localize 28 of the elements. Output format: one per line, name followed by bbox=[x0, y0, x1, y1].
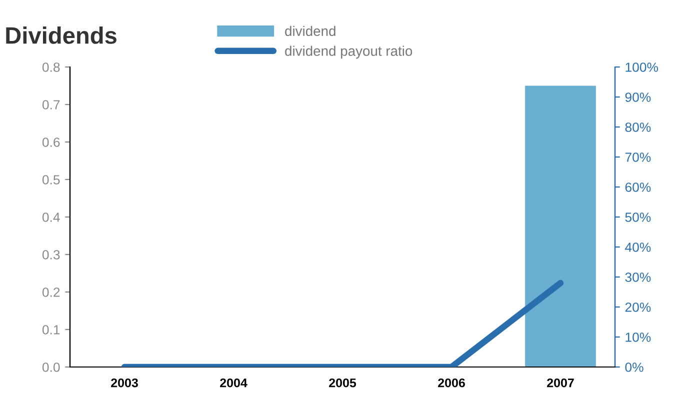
y2-tick-label: 10% bbox=[626, 332, 651, 342]
x-tick-label: 2005 bbox=[329, 378, 356, 388]
y2-tick-label: 30% bbox=[625, 272, 651, 282]
y2-tick-label: 0% bbox=[625, 362, 644, 372]
y-tick-label: 0.7 bbox=[42, 100, 60, 110]
y-tick-label: 0.6 bbox=[42, 138, 60, 147]
y-tick-label: 0.5 bbox=[42, 175, 60, 184]
y2-tick-label: 80% bbox=[625, 122, 651, 132]
y-tick-label: 0.4 bbox=[42, 212, 60, 222]
y-tick-label: 0.0 bbox=[42, 362, 60, 372]
y-tick-label: 0.1 bbox=[42, 325, 60, 334]
y2-tick-label: 70% bbox=[625, 152, 651, 162]
x-tick-label: 2006 bbox=[438, 378, 465, 388]
y2-tick-label: 50% bbox=[625, 212, 651, 222]
y2-tick-label: 40% bbox=[625, 242, 651, 252]
chart-title: Dividends bbox=[6, 26, 116, 44]
y2-tick-label: 90% bbox=[625, 92, 651, 102]
legend-label: dividend bbox=[285, 26, 336, 36]
y-tick-label: 0.8 bbox=[42, 62, 60, 72]
legend-label: dividend payout ratio bbox=[285, 46, 412, 59]
y-tick-label: 0.2 bbox=[42, 288, 60, 297]
x-tick-label: 2004 bbox=[220, 378, 248, 388]
x-tick-label: 2007 bbox=[547, 378, 574, 388]
y-tick-label: 0.3 bbox=[42, 250, 60, 260]
y2-tick-label: 20% bbox=[625, 302, 651, 312]
x-tick-label: 2003 bbox=[111, 378, 138, 388]
y2-tick-label: 60% bbox=[625, 182, 651, 192]
y2-tick-label: 100% bbox=[626, 62, 658, 72]
